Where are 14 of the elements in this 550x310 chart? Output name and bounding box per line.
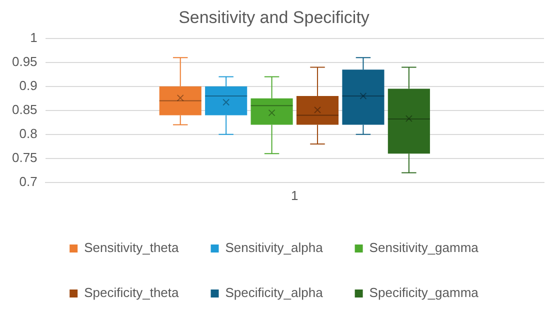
y-tick-label: 0.8 <box>19 126 38 141</box>
legend-label: Sensitivity_gamma <box>369 240 480 256</box>
legend-label: Specificity_theta <box>84 285 180 300</box>
legend-label: Specificity_gamma <box>369 285 480 300</box>
y-tick-label: 0.95 <box>12 54 38 69</box>
y-tick-label: 0.9 <box>19 78 38 93</box>
y-tick-label: 0.85 <box>12 102 38 117</box>
chart-title: Sensitivity and Specificity <box>178 8 370 27</box>
legend-label: Sensitivity_alpha <box>225 240 324 256</box>
legend-label: Sensitivity_theta <box>84 240 180 256</box>
y-tick-label: 0.7 <box>19 174 38 189</box>
y-tick-label: 1 <box>30 30 38 45</box>
legend-label: Specificity_alpha <box>225 285 324 300</box>
y-tick-label: 0.75 <box>12 150 38 165</box>
